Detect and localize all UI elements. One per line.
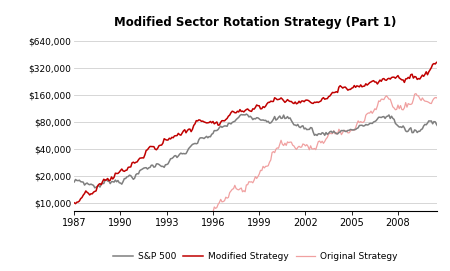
Line: S&P 500: S&P 500 [74,114,443,188]
Modified Strategy [73,202,78,205]
Original Strategy [440,95,445,98]
Original Strategy [413,92,418,95]
S&P 500 [440,120,445,124]
S&P 500 [105,179,110,183]
S&P 500 [399,126,405,129]
Modified Strategy [389,76,394,79]
Modified Strategy [398,77,403,80]
Modified Strategy [259,107,265,110]
Modified Strategy [382,78,388,82]
Modified Strategy [410,73,415,76]
Modified Strategy [440,56,445,59]
Original Strategy [259,169,265,172]
Modified Strategy [105,177,110,180]
S&P 500 [72,180,77,183]
Modified Strategy [72,201,77,204]
S&P 500 [390,117,396,120]
Line: Original Strategy: Original Strategy [74,94,443,271]
Original Strategy [410,102,415,105]
S&P 500 [92,186,98,189]
S&P 500 [244,112,249,116]
Line: Modified Strategy: Modified Strategy [74,57,443,204]
Original Strategy [105,262,110,266]
Original Strategy [389,102,394,105]
Legend: S&P 500, Modified Strategy, Original Strategy: S&P 500, Modified Strategy, Original Str… [110,248,401,264]
S&P 500 [384,115,389,118]
S&P 500 [411,131,416,134]
Original Strategy [382,96,388,99]
Original Strategy [398,104,403,107]
Title: Modified Sector Rotation Strategy (Part 1): Modified Sector Rotation Strategy (Part … [114,15,396,28]
S&P 500 [261,118,266,122]
